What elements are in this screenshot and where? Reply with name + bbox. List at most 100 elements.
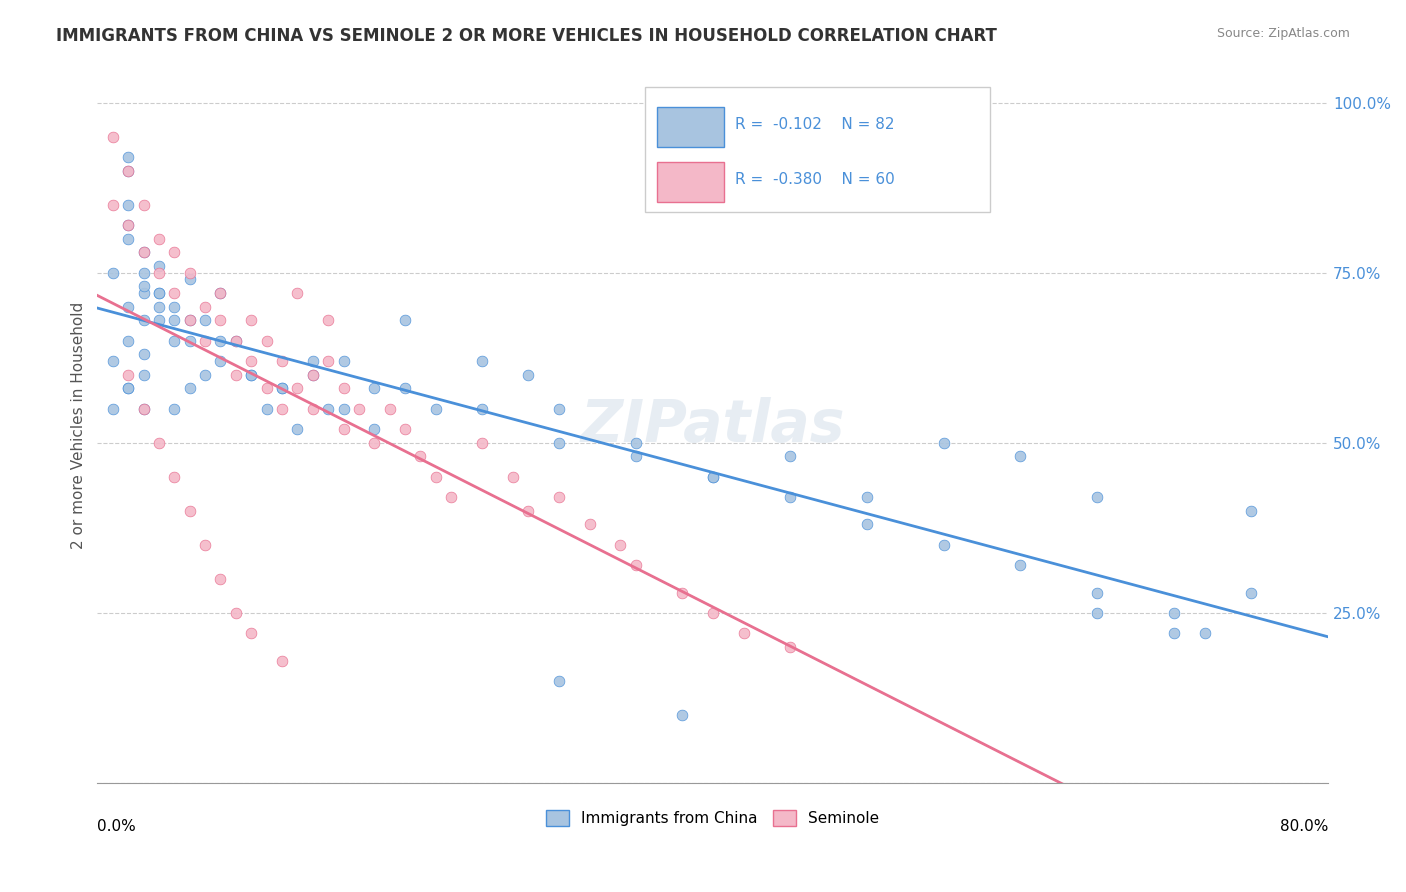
Point xyxy=(179,334,201,348)
Point xyxy=(932,538,955,552)
Point xyxy=(548,673,571,688)
Point xyxy=(285,286,308,301)
Point xyxy=(101,401,124,416)
Point xyxy=(148,266,170,280)
Point xyxy=(179,272,201,286)
Point xyxy=(271,381,294,395)
Point xyxy=(163,245,186,260)
Point xyxy=(548,401,571,416)
Point xyxy=(1010,450,1032,464)
Point xyxy=(285,381,308,395)
Point xyxy=(163,313,186,327)
Point xyxy=(101,129,124,144)
Point xyxy=(132,286,155,301)
Point xyxy=(332,354,354,368)
Point xyxy=(117,381,139,395)
Point xyxy=(148,286,170,301)
Point xyxy=(240,354,263,368)
FancyBboxPatch shape xyxy=(658,107,724,147)
Point xyxy=(179,266,201,280)
Point xyxy=(148,232,170,246)
Point xyxy=(117,300,139,314)
Point xyxy=(132,401,155,416)
Point xyxy=(256,401,278,416)
Point xyxy=(101,354,124,368)
Point xyxy=(1085,490,1108,504)
Point xyxy=(624,558,647,573)
Point xyxy=(624,450,647,464)
Point xyxy=(225,334,247,348)
Point xyxy=(301,401,323,416)
Point xyxy=(132,347,155,361)
Point xyxy=(332,422,354,436)
Point xyxy=(194,368,217,382)
Point xyxy=(163,300,186,314)
Point xyxy=(332,401,354,416)
Point xyxy=(209,286,232,301)
Point xyxy=(1163,606,1185,620)
Point xyxy=(117,232,139,246)
Text: IMMIGRANTS FROM CHINA VS SEMINOLE 2 OR MORE VEHICLES IN HOUSEHOLD CORRELATION CH: IMMIGRANTS FROM CHINA VS SEMINOLE 2 OR M… xyxy=(56,27,997,45)
Point xyxy=(301,368,323,382)
Point xyxy=(117,197,139,211)
Point xyxy=(332,381,354,395)
Point xyxy=(117,163,139,178)
Point xyxy=(301,354,323,368)
Point xyxy=(132,401,155,416)
Point xyxy=(609,538,631,552)
Point xyxy=(471,435,494,450)
Point xyxy=(194,300,217,314)
Point xyxy=(209,286,232,301)
Point xyxy=(1085,606,1108,620)
Point xyxy=(101,266,124,280)
Point xyxy=(855,517,877,532)
Point xyxy=(148,435,170,450)
Point xyxy=(209,572,232,586)
Point xyxy=(517,504,540,518)
Point xyxy=(225,606,247,620)
Point xyxy=(1163,626,1185,640)
Point xyxy=(316,401,339,416)
Point xyxy=(225,368,247,382)
Point xyxy=(548,435,571,450)
Point xyxy=(932,435,955,450)
Point xyxy=(209,334,232,348)
Point xyxy=(179,381,201,395)
Point xyxy=(194,538,217,552)
Point xyxy=(117,218,139,232)
Point xyxy=(779,640,801,654)
Point xyxy=(179,504,201,518)
Point xyxy=(517,368,540,382)
Point xyxy=(117,150,139,164)
Point xyxy=(285,422,308,436)
Point xyxy=(394,422,416,436)
FancyBboxPatch shape xyxy=(658,162,724,202)
Point xyxy=(316,354,339,368)
Point xyxy=(733,626,755,640)
Point xyxy=(209,313,232,327)
Point xyxy=(363,435,385,450)
Point xyxy=(132,197,155,211)
Point xyxy=(256,381,278,395)
Point xyxy=(256,334,278,348)
Point xyxy=(671,585,693,599)
Point xyxy=(179,313,201,327)
Point xyxy=(132,245,155,260)
Point xyxy=(316,313,339,327)
Point xyxy=(702,470,724,484)
Point xyxy=(240,626,263,640)
Point xyxy=(117,218,139,232)
FancyBboxPatch shape xyxy=(645,87,990,212)
Point xyxy=(1240,504,1263,518)
Point xyxy=(1085,585,1108,599)
Point xyxy=(363,422,385,436)
Point xyxy=(378,401,401,416)
Point xyxy=(394,381,416,395)
Point xyxy=(148,259,170,273)
Point xyxy=(440,490,463,504)
Text: Source: ZipAtlas.com: Source: ZipAtlas.com xyxy=(1216,27,1350,40)
Point xyxy=(855,490,877,504)
Point xyxy=(624,435,647,450)
Point xyxy=(779,490,801,504)
Point xyxy=(409,450,432,464)
